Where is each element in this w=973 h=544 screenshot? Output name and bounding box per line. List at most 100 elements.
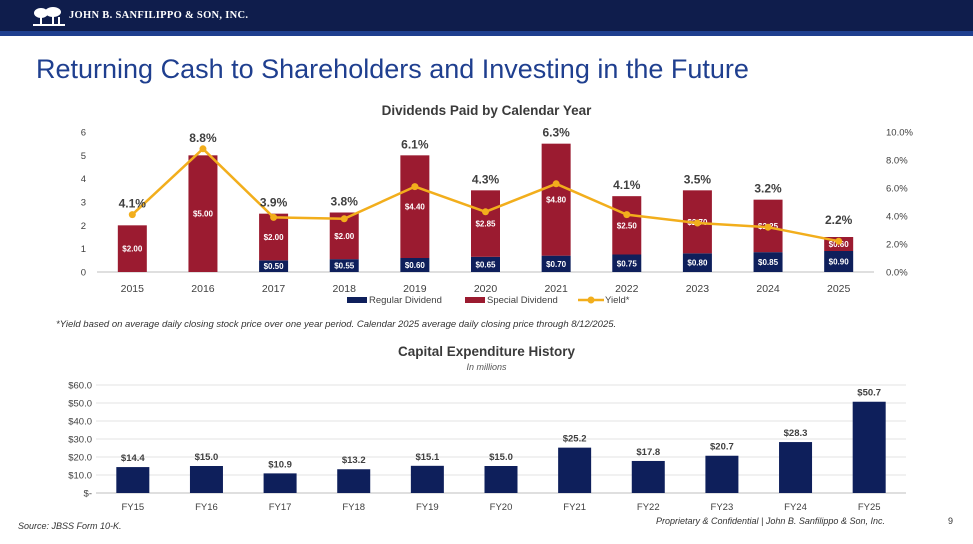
capex-bar (484, 466, 518, 493)
dividend-y-tick: 4 (81, 174, 86, 185)
yield-label: 8.8% (189, 131, 217, 145)
capex-x-tick: FY21 (563, 502, 586, 513)
regular-dividend-label: $0.75 (617, 259, 638, 268)
special-dividend-bar (612, 196, 642, 255)
capex-y-tick: $20.0 (68, 453, 92, 464)
special-dividend-bar (471, 190, 500, 257)
yield-point (764, 223, 772, 231)
dividend-chart-title: Dividends Paid by Calendar Year (381, 103, 592, 118)
capex-x-tick: FY20 (490, 502, 513, 513)
regular-dividend-label: $0.65 (475, 260, 496, 269)
yield-label: 4.3% (472, 172, 500, 186)
capex-value-label: $15.0 (195, 452, 219, 463)
capex-bar (558, 447, 592, 493)
capex-x-tick: FY25 (858, 502, 881, 513)
yield-point (340, 215, 348, 223)
capex-y-tick: $- (84, 489, 92, 500)
special-dividend-bar (259, 213, 289, 261)
yield-point (552, 180, 560, 188)
company-name: JOHN B. SANFILIPPO & SON, INC. (69, 10, 249, 21)
capex-value-label: $25.2 (563, 434, 587, 445)
capex-y-tick: $40.0 (68, 417, 92, 428)
legend-regular-swatch (347, 297, 367, 303)
regular-dividend-bar (753, 252, 783, 272)
dividend-x-tick: 2023 (686, 283, 710, 295)
regular-dividend-label: $0.80 (687, 259, 708, 268)
dividend-y-tick: 0 (81, 268, 86, 279)
special-dividend-bar (400, 155, 430, 258)
regular-dividend-bar (259, 260, 289, 272)
legend-special-swatch (465, 297, 485, 303)
dividend-x-tick: 2018 (333, 283, 357, 295)
legend-special-label: Special Dividend (487, 295, 558, 306)
regular-dividend-label: $0.60 (405, 261, 426, 270)
yield-label: 3.8% (331, 195, 359, 209)
capex-chart-title: Capital Expenditure History (397, 344, 576, 359)
legend-yield-marker (587, 296, 595, 304)
capex-bar (337, 469, 371, 493)
special-dividend-label: $2.00 (122, 245, 143, 254)
capex-x-tick: FY16 (195, 502, 218, 513)
capex-x-tick: FY23 (711, 502, 734, 513)
special-dividend-label: $2.00 (264, 233, 285, 242)
capex-y-tick: $10.0 (68, 471, 92, 482)
dividend-x-tick: 2024 (756, 283, 780, 295)
yield-point (199, 145, 207, 153)
yield-label: 6.3% (542, 126, 570, 140)
capex-y-tick: $60.0 (68, 381, 92, 392)
regular-dividend-bar (400, 258, 430, 272)
yield-label: 4.1% (613, 178, 641, 192)
capex-value-label: $13.2 (342, 455, 366, 466)
yield-point (411, 183, 419, 191)
page-number: 9 (948, 516, 954, 526)
regular-dividend-bar (824, 251, 854, 272)
dividend-y2-tick: 6.0% (886, 184, 908, 195)
dividend-y-tick: 1 (81, 244, 86, 255)
regular-dividend-label: $0.55 (334, 262, 355, 271)
capex-x-tick: FY22 (637, 502, 660, 513)
regular-dividend-bar (471, 256, 500, 272)
dividend-x-tick: 2021 (544, 283, 568, 295)
dividend-y2-tick: 2.0% (886, 240, 908, 251)
page-title: Returning Cash to Shareholders and Inves… (36, 54, 749, 84)
regular-dividend-label: $0.90 (829, 258, 850, 267)
yield-label: 4.1% (119, 197, 147, 211)
capex-y-tick: $50.0 (68, 399, 92, 410)
regular-dividend-label: $0.85 (758, 258, 779, 267)
capex-value-label: $14.4 (121, 453, 145, 464)
dividend-x-tick: 2019 (403, 283, 427, 295)
capex-x-tick: FY19 (416, 502, 439, 513)
source-note: Source: JBSS Form 10-K. (18, 521, 122, 531)
dividend-y2-tick: 0.0% (886, 268, 908, 279)
yield-label: 3.9% (260, 196, 288, 210)
confidential-note: Proprietary & Confidential | John B. San… (656, 516, 885, 526)
yield-label: 3.2% (754, 182, 782, 196)
special-dividend-label: $5.00 (193, 210, 214, 219)
legend-yield-label: Yield* (605, 295, 630, 306)
legend-regular-label: Regular Dividend (369, 295, 442, 306)
capex-x-tick: FY17 (269, 502, 292, 513)
regular-dividend-bar (612, 254, 642, 272)
regular-dividend-label: $0.70 (546, 260, 567, 269)
special-dividend-label: $2.00 (334, 232, 355, 241)
regular-dividend-label: $0.50 (264, 262, 285, 271)
capex-chart-subtitle: In millions (466, 362, 507, 372)
special-dividend-label: $2.85 (475, 220, 496, 229)
capex-bar (779, 442, 813, 493)
dividend-x-tick: 2016 (191, 283, 215, 295)
dividend-y-tick: 2 (81, 221, 86, 232)
yield-point (128, 211, 136, 219)
dividend-x-tick: 2025 (827, 283, 851, 295)
capex-value-label: $50.7 (857, 388, 881, 399)
capex-x-tick: FY15 (121, 502, 144, 513)
capex-value-label: $15.0 (489, 452, 513, 463)
dividend-x-tick: 2022 (615, 283, 639, 295)
capex-value-label: $28.3 (784, 428, 808, 439)
capex-bar (116, 467, 150, 493)
special-dividend-bar (117, 225, 147, 272)
capex-bar (631, 460, 665, 493)
capex-x-tick: FY18 (342, 502, 365, 513)
regular-dividend-bar (682, 253, 712, 272)
dividend-y2-tick: 8.0% (886, 156, 908, 167)
